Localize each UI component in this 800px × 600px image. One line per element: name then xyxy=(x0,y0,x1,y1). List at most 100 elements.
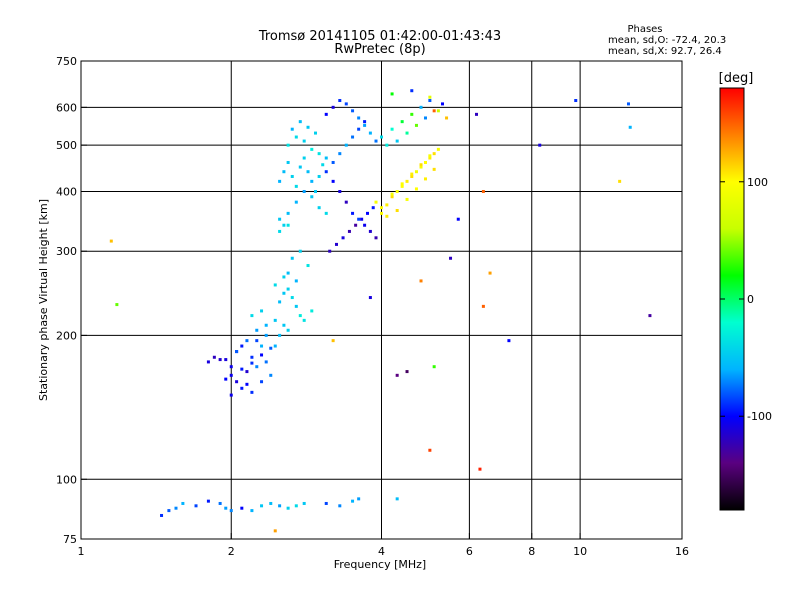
data-point xyxy=(366,211,370,215)
x-axis-label: Frequency [MHz] xyxy=(334,558,426,571)
data-point xyxy=(245,370,249,374)
data-point xyxy=(507,339,511,343)
data-point xyxy=(351,499,355,503)
data-point xyxy=(294,135,298,139)
data-point xyxy=(324,501,328,505)
data-point xyxy=(395,139,399,143)
data-point xyxy=(363,120,367,124)
colorbar: 100 0 -100 xyxy=(719,87,772,511)
y-tick-label: 75 xyxy=(63,533,77,546)
data-point xyxy=(363,223,367,227)
data-point xyxy=(428,156,432,160)
data-point xyxy=(240,344,244,348)
data-point xyxy=(313,189,317,193)
data-point xyxy=(395,497,399,501)
data-point xyxy=(294,184,298,188)
y-tick-label: 100 xyxy=(56,473,77,486)
data-point xyxy=(385,214,389,218)
data-point xyxy=(302,189,306,193)
data-point xyxy=(626,102,630,106)
data-point xyxy=(313,131,317,135)
chart-title: Tromsø 20141105 01:42:00-01:43:43 xyxy=(258,29,501,44)
data-point xyxy=(286,211,290,215)
data-point xyxy=(441,102,445,106)
data-point xyxy=(481,189,485,193)
data-point xyxy=(481,304,485,308)
y-tick-label: 200 xyxy=(56,329,77,342)
data-point xyxy=(371,206,375,210)
data-point xyxy=(331,179,335,183)
colorbar-tick-label: -100 xyxy=(747,410,772,423)
data-point xyxy=(414,123,418,127)
data-points xyxy=(109,89,652,533)
data-point xyxy=(260,504,264,508)
data-point xyxy=(115,303,119,307)
data-point xyxy=(294,279,298,283)
data-point xyxy=(194,504,198,508)
data-point xyxy=(229,509,233,513)
data-point xyxy=(428,95,432,99)
data-point xyxy=(278,300,282,304)
data-point xyxy=(286,287,290,291)
y-tick-label: 750 xyxy=(56,55,77,68)
data-point xyxy=(400,120,404,124)
data-point xyxy=(255,328,259,332)
data-point xyxy=(286,143,290,147)
data-point xyxy=(390,192,394,196)
data-point xyxy=(324,156,328,160)
data-point xyxy=(235,380,239,384)
data-point xyxy=(278,333,282,337)
data-point xyxy=(317,152,321,156)
data-point xyxy=(331,160,335,164)
data-point xyxy=(264,323,268,327)
data-point xyxy=(419,165,423,169)
x-tick-label: 10 xyxy=(573,545,587,558)
y-tick-label: 400 xyxy=(56,185,77,198)
data-point xyxy=(538,143,542,147)
data-point xyxy=(410,89,414,93)
data-point xyxy=(294,504,298,508)
data-point xyxy=(423,177,427,181)
data-point xyxy=(286,160,290,164)
x-tick-label: 6 xyxy=(466,545,473,558)
data-point xyxy=(488,271,492,275)
data-point xyxy=(648,314,652,318)
data-point xyxy=(229,393,233,397)
data-point xyxy=(380,135,383,139)
data-point xyxy=(264,360,268,364)
data-point xyxy=(344,102,348,106)
data-point xyxy=(363,123,367,127)
data-point xyxy=(374,200,378,204)
data-point xyxy=(250,361,254,365)
data-point xyxy=(250,390,254,394)
data-point xyxy=(385,143,389,147)
data-point xyxy=(240,386,244,390)
data-point xyxy=(302,318,306,322)
data-point xyxy=(181,501,185,505)
data-point xyxy=(405,131,409,135)
data-point xyxy=(368,296,372,300)
data-point xyxy=(351,211,355,215)
data-point xyxy=(344,200,348,204)
data-point xyxy=(229,365,233,369)
colorbar-tick-label: 0 xyxy=(747,293,754,306)
colorbar-label: [deg] xyxy=(719,71,754,86)
x-tick-label: 16 xyxy=(675,545,689,558)
data-point xyxy=(478,467,482,471)
data-point xyxy=(278,179,282,183)
data-point xyxy=(344,143,348,147)
data-point xyxy=(618,179,622,183)
data-point xyxy=(278,229,282,233)
data-point xyxy=(456,217,460,221)
data-point xyxy=(428,448,432,452)
data-point xyxy=(294,200,298,204)
data-point xyxy=(302,139,306,143)
y-tick-label: 600 xyxy=(56,101,77,114)
data-point xyxy=(255,339,259,343)
data-point xyxy=(436,147,440,151)
data-point xyxy=(273,318,277,322)
data-point xyxy=(240,506,244,510)
data-point xyxy=(269,373,273,377)
data-point xyxy=(449,256,453,260)
data-point xyxy=(167,509,171,513)
